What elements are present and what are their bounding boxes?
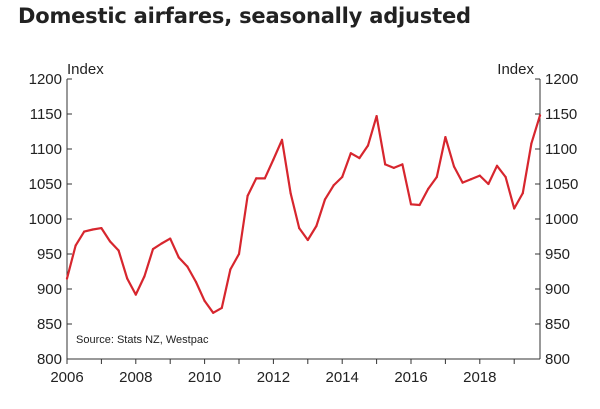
- data-point: [100, 227, 103, 230]
- data-point: [186, 265, 189, 268]
- y-ticks-left: 800 850 900 950 1000 1050 1100 1150 1200: [29, 71, 72, 368]
- data-point: [151, 248, 155, 251]
- data-point: [160, 242, 163, 245]
- data-point: [74, 244, 77, 247]
- data-point: [255, 177, 258, 180]
- data-point: [478, 174, 481, 177]
- y-tick-label-right: 1000: [545, 211, 578, 228]
- data-point: [418, 203, 421, 207]
- data-point: [272, 158, 275, 161]
- y-tick-label-left: 950: [37, 246, 62, 263]
- y-tick-label-right: 950: [545, 246, 570, 263]
- data-point: [513, 207, 516, 210]
- y-tick-label-left: 1000: [29, 211, 62, 228]
- y-axis-unit-left: Index: [67, 61, 104, 78]
- data-point: [229, 268, 232, 271]
- data-point: [409, 203, 413, 206]
- data-point: [280, 138, 284, 141]
- x-tick-label: 2008: [119, 369, 152, 386]
- data-point: [134, 293, 137, 296]
- data-point: [117, 249, 120, 252]
- data-point: [126, 277, 129, 280]
- data-point: [487, 182, 490, 186]
- data-point: [203, 299, 206, 302]
- data-point: [323, 198, 327, 201]
- y-ticks-right: 800 850 900 950 1000 1050 1100 1150 1200: [535, 71, 578, 368]
- axes: [66, 79, 541, 360]
- source-note: Source: Stats NZ, Westpac: [76, 334, 209, 346]
- y-tick-label-right: 1100: [545, 141, 577, 158]
- x-tick-label: 2006: [50, 369, 83, 386]
- y-tick-label-left: 850: [37, 316, 62, 333]
- data-point: [169, 237, 172, 240]
- data-point: [237, 252, 241, 256]
- y-tick-label-right: 900: [545, 281, 570, 298]
- data-point: [194, 280, 198, 284]
- y-tick-label-right: 1200: [545, 71, 578, 88]
- data-point: [521, 192, 524, 195]
- data-point: [538, 114, 542, 117]
- data-points: [65, 114, 542, 314]
- data-point: [212, 311, 215, 314]
- data-point: [384, 163, 387, 166]
- data-point: [470, 178, 473, 181]
- x-tick-label: 2010: [188, 369, 221, 386]
- y-tick-label-right: 1050: [545, 176, 578, 193]
- x-ticks: 2006 2008 2010 2012 2014 2016 2018: [50, 359, 515, 386]
- y-tick-label-right: 1150: [545, 106, 577, 123]
- data-point: [452, 165, 456, 168]
- x-tick-label: 2016: [394, 369, 427, 386]
- data-point: [306, 238, 309, 242]
- y-tick-label-left: 1050: [29, 176, 62, 193]
- y-tick-label-right: 850: [545, 316, 570, 333]
- x-tick-label: 2012: [257, 369, 290, 386]
- data-point: [530, 142, 533, 145]
- data-point: [427, 187, 430, 190]
- data-point: [263, 177, 266, 180]
- data-point: [83, 230, 86, 233]
- y-tick-label-left: 1200: [29, 71, 62, 88]
- y-tick-label-left: 800: [37, 351, 62, 368]
- x-tick-label: 2018: [463, 369, 496, 386]
- data-point: [177, 256, 180, 259]
- chart-title: Domestic airfares, seasonally adjusted: [18, 4, 471, 28]
- data-point: [349, 152, 352, 155]
- data-point: [143, 275, 146, 278]
- series-line-domestic-airfares: [65, 114, 542, 314]
- y-tick-label-left: 1150: [30, 106, 62, 123]
- data-point: [461, 181, 464, 184]
- y-axis-unit-right: Index: [497, 61, 534, 78]
- data-point: [108, 240, 112, 243]
- data-point: [435, 175, 438, 179]
- data-point: [91, 228, 94, 231]
- data-point: [298, 227, 301, 230]
- data-point: [315, 224, 318, 228]
- data-point: [65, 277, 69, 280]
- data-point: [444, 136, 447, 139]
- x-tick-label: 2014: [326, 369, 359, 386]
- y-tick-label-right: 800: [545, 351, 570, 368]
- data-point: [341, 175, 344, 179]
- data-point: [504, 175, 507, 179]
- data-point: [220, 306, 223, 309]
- y-tick-label-left: 1100: [30, 141, 62, 158]
- data-point: [332, 184, 335, 187]
- data-point: [401, 163, 404, 166]
- data-point: [375, 115, 378, 118]
- y-tick-label-left: 900: [37, 281, 62, 298]
- data-point: [495, 164, 499, 167]
- data-point: [366, 144, 370, 147]
- data-point: [246, 194, 249, 197]
- data-point: [289, 192, 292, 195]
- data-point: [358, 157, 361, 160]
- data-point: [392, 166, 395, 169]
